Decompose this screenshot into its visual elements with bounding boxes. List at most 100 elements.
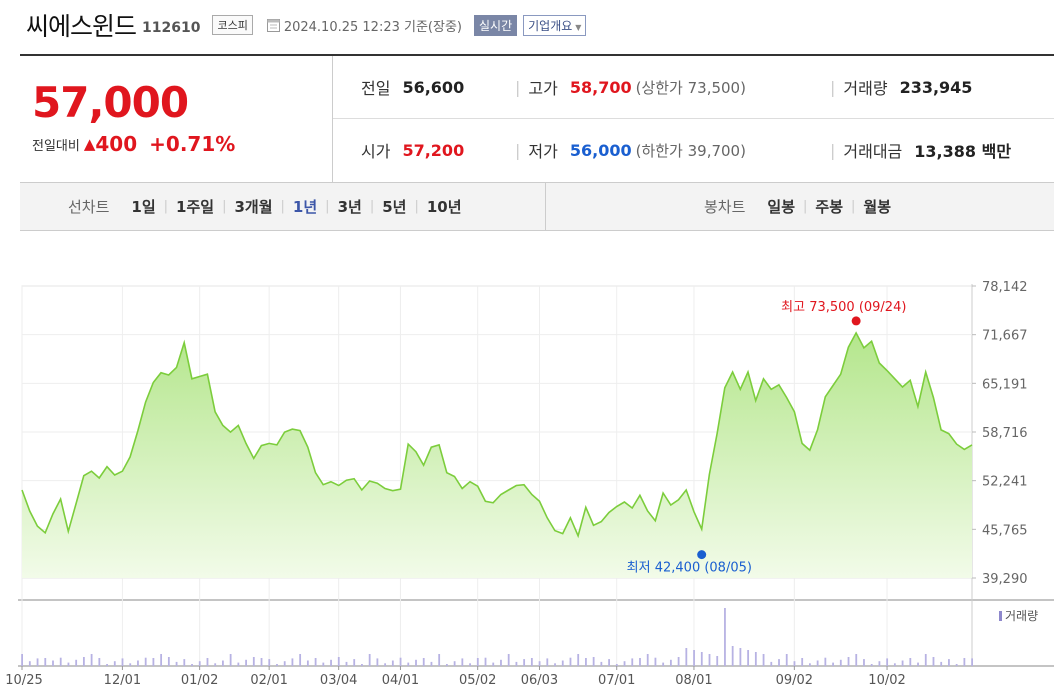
y-axis: 78,142 71,667 65,191 58,716 52,241 45,765 39,2… bbox=[972, 280, 1028, 587]
volume-bar bbox=[314, 658, 317, 666]
quote-stats: 전일 56,600 | 고가 58,700 (상한가 73,500) | 거래량… bbox=[333, 56, 1054, 182]
divider: | bbox=[803, 199, 808, 214]
x-tick-label: 06/03 bbox=[521, 673, 558, 688]
tab-divider bbox=[545, 183, 546, 230]
tab-1w[interactable]: 1주일 bbox=[176, 198, 215, 216]
volume-bar bbox=[816, 660, 819, 666]
divider: | bbox=[414, 199, 419, 214]
volume-bar bbox=[90, 654, 93, 666]
volume-bar bbox=[554, 663, 556, 666]
volume-bar bbox=[523, 659, 526, 666]
volume-bar bbox=[639, 658, 641, 666]
volume-bar bbox=[260, 658, 263, 666]
header-divider bbox=[20, 54, 1054, 56]
volume-bar bbox=[82, 657, 85, 666]
price-chart: 최고 73,500 (09/24) 최저 42,400 (08/05) 78,14… bbox=[0, 230, 1054, 696]
volume-bar bbox=[276, 664, 278, 666]
volume-bar bbox=[585, 658, 587, 666]
volume-bar bbox=[824, 657, 827, 666]
y-tick-label: 58,716 bbox=[982, 426, 1028, 441]
tab-daily[interactable]: 일봉 bbox=[767, 198, 796, 216]
volume-bar bbox=[561, 660, 564, 666]
volume-bar bbox=[206, 658, 209, 666]
volume-bar bbox=[453, 661, 456, 666]
volume-bar bbox=[615, 664, 618, 666]
x-axis: 10/25 12/01 01/02 02/01 03/04 04/01 05/02 06/03… bbox=[5, 666, 906, 688]
volume-bar bbox=[422, 658, 425, 666]
tab-3m[interactable]: 3개월 bbox=[234, 198, 273, 216]
tab-5y[interactable]: 5년 bbox=[382, 198, 407, 216]
volume-bar bbox=[924, 654, 927, 666]
volume-bar bbox=[337, 657, 340, 666]
up-arrow-icon: ▲ bbox=[83, 135, 96, 153]
volume-bar bbox=[245, 659, 247, 666]
volume-bar bbox=[739, 648, 742, 666]
volume-bar bbox=[492, 662, 495, 666]
y-tick-label: 52,241 bbox=[982, 475, 1028, 490]
tab-3y[interactable]: 3년 bbox=[337, 198, 362, 216]
volume-bar bbox=[631, 658, 634, 666]
stock-header: 씨에스윈드 112610 코스피 2024.10.25 12:23 기준(장중)… bbox=[26, 8, 587, 42]
stat-upper-limit: (상한가 73,500) bbox=[635, 78, 746, 97]
tab-monthly[interactable]: 월봉 bbox=[863, 198, 892, 216]
price-chart-svg: 최고 73,500 (09/24) 최저 42,400 (08/05) 78,14… bbox=[5, 280, 1054, 688]
volume-bar bbox=[669, 659, 672, 666]
calendar-icon bbox=[266, 19, 280, 32]
volume-bar bbox=[52, 660, 54, 666]
volume-bar bbox=[152, 658, 155, 666]
volume-bar bbox=[793, 661, 796, 666]
volume-bar bbox=[909, 658, 912, 666]
volume-bar bbox=[121, 658, 124, 666]
volume-bar bbox=[932, 657, 935, 666]
volume-bar bbox=[785, 654, 788, 666]
tab-1d[interactable]: 1일 bbox=[131, 198, 156, 216]
stat-value: 233,945 bbox=[899, 77, 973, 97]
volume-bar bbox=[886, 658, 889, 666]
volume-bar bbox=[415, 659, 417, 666]
price-panel: 57,000 전일대비 ▲ 400 +0.71% bbox=[20, 56, 333, 182]
volume-bar bbox=[778, 659, 780, 666]
volume-bar bbox=[407, 662, 410, 666]
volume-bar bbox=[608, 659, 610, 666]
volume-bar bbox=[971, 658, 973, 666]
volume-bar bbox=[175, 661, 178, 666]
volume-bar bbox=[476, 658, 479, 666]
volume-bar bbox=[863, 659, 865, 666]
volume-bar bbox=[376, 658, 379, 666]
volume-bar bbox=[291, 658, 294, 666]
volume-bar bbox=[963, 658, 966, 666]
tab-1y[interactable]: 1년 bbox=[292, 198, 318, 216]
stat-volume: | 거래량 233,945 bbox=[830, 75, 972, 99]
quote-timestamp: 2024.10.25 12:23 기준(장중) bbox=[283, 19, 462, 35]
y-tick-label: 39,290 bbox=[982, 572, 1028, 587]
company-overview-label: 기업개요 bbox=[528, 18, 573, 33]
volume-bar bbox=[855, 654, 858, 666]
volume-bar bbox=[322, 662, 325, 666]
volume-bar bbox=[507, 654, 510, 666]
line-chart-label: 선차트 bbox=[68, 198, 110, 216]
current-price: 57,000 bbox=[32, 78, 189, 127]
volume-bars bbox=[21, 608, 973, 666]
tab-weekly[interactable]: 주봉 bbox=[815, 198, 844, 216]
stat-value: 58,700 bbox=[569, 77, 632, 97]
volume-bar bbox=[592, 657, 595, 666]
volume-bar bbox=[940, 661, 943, 666]
realtime-button[interactable]: 실시간 bbox=[474, 14, 518, 36]
volume-bar bbox=[600, 661, 603, 666]
min-point-marker bbox=[697, 550, 707, 560]
volume-bar bbox=[546, 658, 549, 666]
price-area bbox=[22, 332, 972, 578]
company-overview-dropdown[interactable]: 기업개요 ▼ bbox=[523, 14, 587, 36]
volume-bar bbox=[106, 664, 108, 666]
volume-bar bbox=[646, 654, 649, 666]
x-tick-label: 09/02 bbox=[776, 673, 813, 688]
volume-bar bbox=[677, 657, 680, 666]
tab-10y[interactable]: 10년 bbox=[426, 198, 462, 216]
volume-bar bbox=[306, 660, 309, 666]
price-change: 전일대비 ▲ 400 +0.71% bbox=[32, 132, 235, 156]
max-point-label: 최고 73,500 (09/24) bbox=[781, 300, 906, 315]
volume-bar bbox=[438, 654, 441, 666]
y-tick-label: 65,191 bbox=[982, 377, 1028, 392]
divider: | bbox=[851, 199, 856, 214]
chevron-down-icon: ▼ bbox=[575, 22, 582, 32]
